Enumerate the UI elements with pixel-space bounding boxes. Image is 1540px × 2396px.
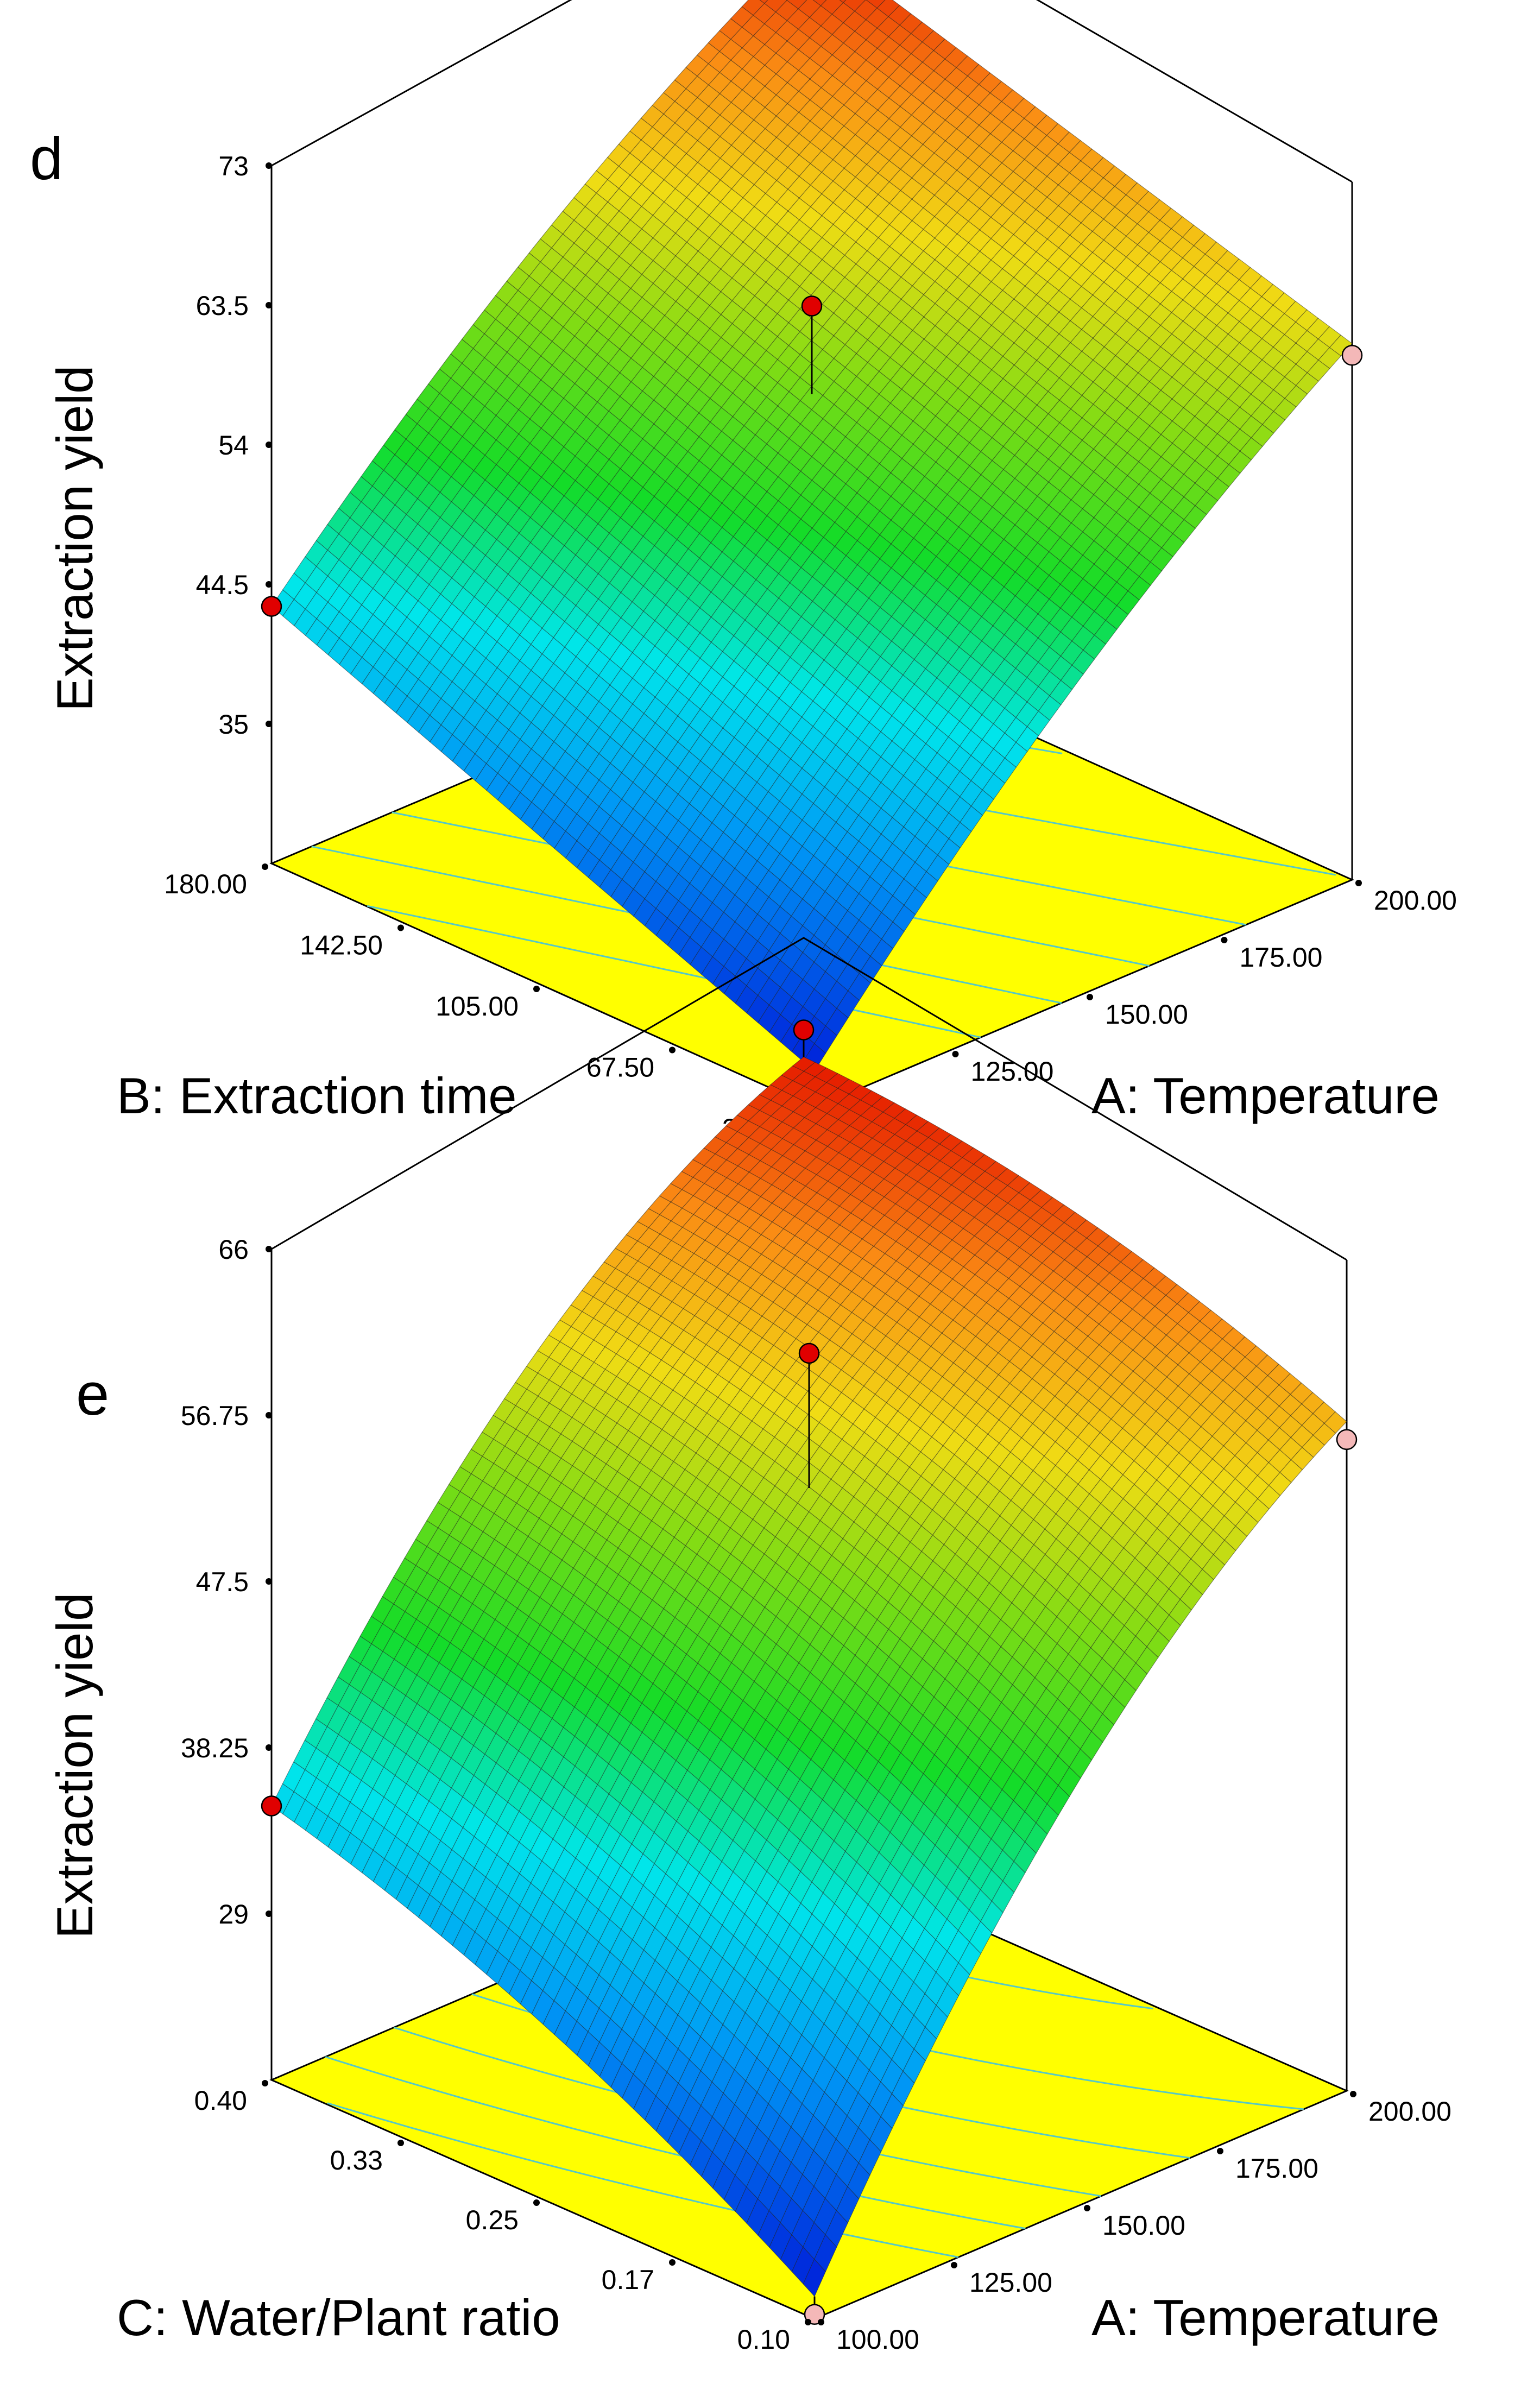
y-axis-title: C: Water/Plant ratio <box>117 2289 560 2346</box>
surface-layer <box>271 0 1353 1072</box>
z-tick-label: 38.25 <box>181 1733 249 1763</box>
x-tick-label: 200.00 <box>1374 885 1457 916</box>
panel-label-e: e <box>76 1361 109 1428</box>
y-axis-title: B: Extraction time <box>117 1067 517 1124</box>
z-tick-mark <box>266 162 272 169</box>
y-tick-label: 142.50 <box>300 930 383 961</box>
y-tick-mark <box>669 2259 676 2266</box>
surface-cell <box>803 2259 826 2297</box>
y-tick-mark <box>262 863 268 870</box>
x-tick-mark <box>951 2262 957 2268</box>
z-tick-mark <box>266 721 272 727</box>
design-point <box>798 1342 820 1364</box>
design-point <box>1341 344 1363 366</box>
z-tick-mark <box>266 581 272 588</box>
z-tick-mark <box>266 302 272 308</box>
z-tick-label: 63.5 <box>196 291 249 321</box>
x-axis-title: A: Temperature <box>1091 1067 1440 1124</box>
x-tick-mark <box>1221 937 1228 943</box>
x-tick-mark <box>1217 2148 1223 2154</box>
y-tick-mark <box>533 986 540 992</box>
x-tick-mark <box>818 2319 824 2325</box>
x-tick-mark <box>952 1051 959 1057</box>
surface-cell <box>839 0 847 3</box>
y-tick-label: 0.17 <box>602 2265 654 2295</box>
z-tick-mark <box>266 1412 272 1418</box>
frame-top-rim <box>271 0 1353 183</box>
y-tick-mark <box>669 1046 676 1054</box>
z-tick-mark <box>266 1744 272 1751</box>
y-tick-mark <box>397 924 404 931</box>
y-tick-label: 105.00 <box>436 991 519 1022</box>
x-tick-label: 125.00 <box>969 2267 1052 2298</box>
design-point <box>793 1019 815 1041</box>
z-tick-mark <box>266 1246 272 1252</box>
ticks-layer: 29 38.25 47.5 56.75 66 0.10 0.17 0.25 0.33 0.40 10… <box>181 1234 1451 2355</box>
z-axis-title: Extraction yield <box>46 1593 103 1939</box>
z-tick-label: 47.5 <box>196 1567 249 1597</box>
y-tick-mark <box>397 2140 404 2146</box>
y-tick-label: 0.33 <box>330 2145 383 2176</box>
x-tick-label: 175.00 <box>1235 2153 1318 2184</box>
z-tick-label: 66 <box>218 1234 249 1265</box>
design-point <box>1336 1429 1358 1451</box>
y-tick-mark <box>262 2080 268 2086</box>
x-tick-mark <box>1087 994 1093 1000</box>
y-tick-mark <box>533 2199 540 2206</box>
y-tick-label: 180.00 <box>164 869 247 899</box>
surface-layer <box>271 1056 1347 2297</box>
frame-top-rim <box>271 937 1347 1261</box>
x-tick-label: 150.00 <box>1102 2210 1185 2241</box>
x-tick-label: 200.00 <box>1368 2096 1451 2127</box>
z-axis-title: Extraction yield <box>46 365 103 711</box>
x-tick-label: 175.00 <box>1240 942 1323 973</box>
design-point <box>261 1795 282 1817</box>
floor-contour <box>367 905 981 1038</box>
z-tick-mark <box>266 1911 272 1917</box>
floor-contour <box>327 2102 959 2258</box>
x-tick-mark <box>1355 880 1362 886</box>
surface-panel-e: 29 38.25 47.5 56.75 66 0.10 0.17 0.25 0.33 0.40 10… <box>46 937 1451 2355</box>
design-point <box>801 295 823 317</box>
z-tick-mark <box>266 442 272 448</box>
z-tick-label: 54 <box>218 430 249 461</box>
z-tick-label: 35 <box>218 709 249 740</box>
x-axis-title: A: Temperature <box>1091 2289 1440 2346</box>
y-tick-mark <box>805 2319 811 2325</box>
points-layer <box>261 1019 1358 2325</box>
z-tick-label: 29 <box>218 1899 249 1930</box>
y-tick-label: 0.40 <box>194 2085 247 2116</box>
floor-contour <box>325 2056 1026 2230</box>
x-tick-label: 100.00 <box>836 2324 919 2355</box>
y-tick-label: 67.50 <box>586 1052 654 1083</box>
y-tick-label: 0.25 <box>466 2205 519 2235</box>
z-tick-label: 44.5 <box>196 570 249 600</box>
z-tick-label: 56.75 <box>181 1401 249 1431</box>
surface-cell <box>759 0 768 4</box>
design-point <box>804 2304 825 2325</box>
design-point <box>261 596 282 617</box>
x-tick-mark <box>1350 2091 1356 2097</box>
x-tick-label: 150.00 <box>1105 999 1188 1030</box>
z-tick-label: 73 <box>218 151 249 181</box>
panel-label-d: d <box>30 125 63 192</box>
z-tick-mark <box>266 1578 272 1585</box>
y-tick-label: 0.10 <box>737 2324 790 2355</box>
x-tick-mark <box>1084 2205 1090 2211</box>
surface-panel-d: 3544.55463.57330.0067.50105.00142.50180.… <box>30 0 1457 1144</box>
